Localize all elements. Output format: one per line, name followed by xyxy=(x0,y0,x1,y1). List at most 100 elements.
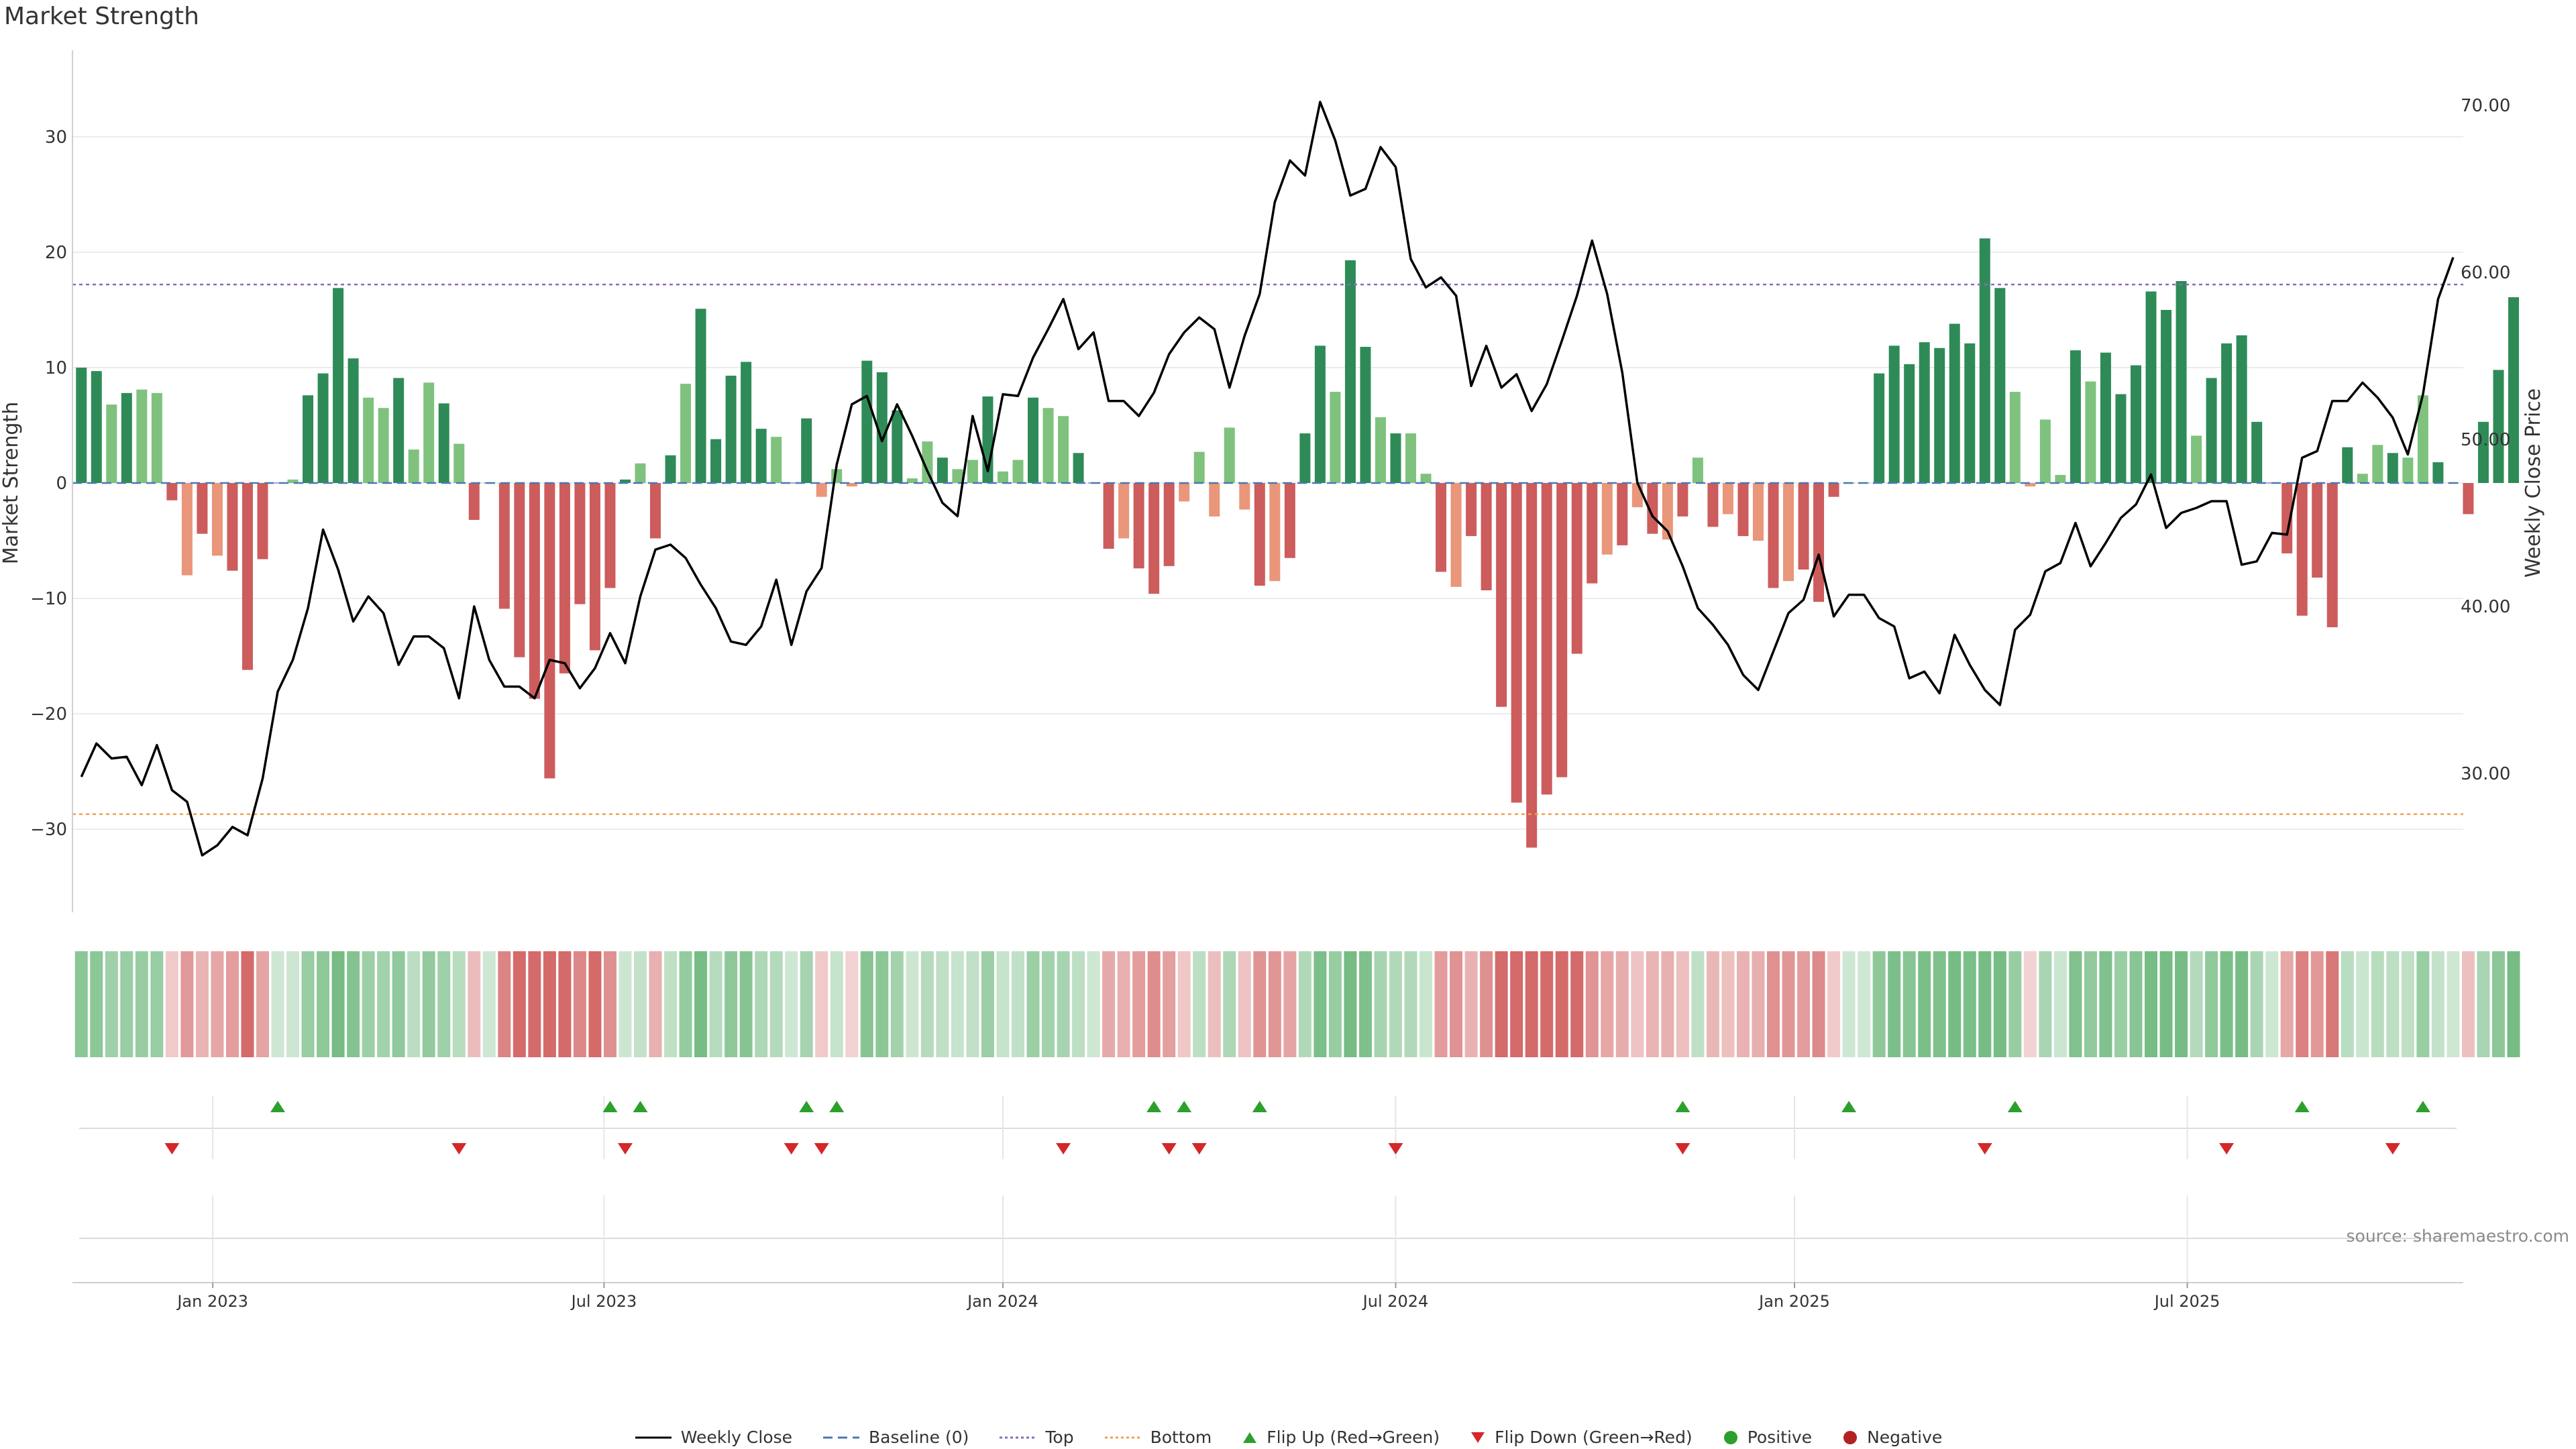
heat-cell xyxy=(2280,951,2294,1057)
dashed-line-icon xyxy=(823,1436,860,1438)
strength-bar xyxy=(2161,310,2172,483)
strength-bar xyxy=(2100,352,2111,483)
heat-cell xyxy=(1223,951,1236,1057)
heat-cell xyxy=(1283,951,1297,1057)
strength-bar xyxy=(1994,288,2006,483)
heat-cell xyxy=(1918,951,1931,1057)
heat-cell xyxy=(1464,951,1478,1057)
strength-bar xyxy=(574,483,586,604)
strength-bar xyxy=(453,443,465,483)
legend-item[interactable]: Positive xyxy=(1722,1428,1812,1447)
heat-cell xyxy=(1389,951,1402,1057)
heat-cell xyxy=(1072,951,1085,1057)
heat-cell xyxy=(679,951,692,1057)
heat-cell xyxy=(2235,951,2249,1057)
strength-bar xyxy=(1813,483,1825,602)
y-left-tick-label: −10 xyxy=(30,589,67,609)
heat-cell xyxy=(800,951,813,1057)
strength-bar xyxy=(1631,483,1643,508)
heat-cell xyxy=(2069,951,2082,1057)
circle-icon xyxy=(1843,1430,1858,1444)
strength-bar xyxy=(1148,483,1160,594)
strength-bar xyxy=(197,483,208,534)
strength-bar xyxy=(695,309,706,483)
y-right-tick-label: 60.00 xyxy=(2461,263,2510,283)
heat-cell xyxy=(1858,951,1871,1057)
strength-bar xyxy=(1179,483,1190,502)
strength-bar xyxy=(136,389,148,483)
strength-bar xyxy=(257,483,268,559)
strength-bar xyxy=(1662,483,1673,540)
flip-down-marker xyxy=(1191,1143,1207,1155)
heat-cell xyxy=(936,951,949,1057)
strength-bar xyxy=(1798,483,1809,570)
triangle-down-icon xyxy=(1471,1432,1485,1443)
heat-cell xyxy=(437,951,451,1057)
strength-bar xyxy=(2236,335,2247,483)
heat-cell xyxy=(317,951,330,1057)
heat-cell xyxy=(558,951,572,1057)
heat-cell xyxy=(1631,951,1644,1057)
heat-cell xyxy=(603,951,616,1057)
flip-down-marker xyxy=(451,1143,467,1155)
strength-bar xyxy=(514,483,525,657)
strength-bar xyxy=(363,397,374,483)
strength-bar xyxy=(1828,483,1839,497)
legend-item[interactable]: Bottom xyxy=(1104,1428,1212,1447)
strength-bar xyxy=(2145,291,2157,483)
strength-bar xyxy=(2463,483,2474,515)
legend-item[interactable]: Top xyxy=(998,1428,1074,1447)
strength-bar xyxy=(1949,323,1960,483)
strength-bar xyxy=(1224,427,1235,483)
strength-bar xyxy=(1979,238,1990,483)
heat-cell xyxy=(1132,951,1146,1057)
strength-bar xyxy=(861,360,873,483)
heat-cell xyxy=(2084,951,2097,1057)
strength-bar xyxy=(2402,458,2414,483)
legend-item[interactable]: Baseline (0) xyxy=(822,1428,969,1447)
strength-bar xyxy=(1707,483,1719,527)
strength-bar xyxy=(303,395,314,483)
heat-cell xyxy=(1480,951,1493,1057)
strength-bar xyxy=(1028,397,1039,483)
strength-bar xyxy=(2477,421,2489,483)
reference-lines xyxy=(72,283,2463,815)
heat-cell xyxy=(996,951,1010,1057)
strength-bar xyxy=(1677,483,1688,517)
strength-bar xyxy=(725,376,737,483)
legend-item[interactable]: Flip Down (Green→Red) xyxy=(1469,1428,1693,1447)
strength-bar xyxy=(906,478,918,483)
strength-bar xyxy=(347,358,359,483)
strength-bar xyxy=(2432,462,2444,483)
circle-icon xyxy=(1723,1430,1737,1444)
strength-bar xyxy=(498,483,510,609)
legend-item[interactable]: Negative xyxy=(1841,1428,1942,1447)
heat-cell xyxy=(2371,951,2384,1057)
flip-markers xyxy=(79,1096,2457,1283)
strength-bar xyxy=(1058,416,1069,483)
strength-bar xyxy=(801,418,812,483)
strength-bar xyxy=(1239,483,1250,510)
heat-cell xyxy=(1782,951,1795,1057)
legend-item[interactable]: Weekly Close xyxy=(634,1428,792,1447)
heat-cell xyxy=(1057,951,1070,1057)
strength-bar xyxy=(1436,483,1447,572)
heat-cell xyxy=(1721,951,1735,1057)
flip-down-marker xyxy=(814,1143,829,1155)
heat-cell xyxy=(588,951,602,1057)
flip-up-marker xyxy=(1841,1101,1857,1112)
flip-up-marker xyxy=(1146,1101,1162,1112)
strength-bar xyxy=(1073,453,1084,483)
x-tick-label: Jan 2024 xyxy=(966,1292,1038,1311)
heat-cell xyxy=(90,951,103,1057)
legend-item[interactable]: Flip Up (Red→Green) xyxy=(1241,1428,1440,1447)
strength-bar xyxy=(1042,408,1054,483)
strength-bar xyxy=(2387,453,2398,483)
strength-bar xyxy=(2372,445,2383,483)
strength-bar xyxy=(2130,365,2141,483)
strength-bar xyxy=(2296,483,2308,616)
heat-cell xyxy=(1706,951,1719,1057)
heat-cell xyxy=(1585,951,1599,1057)
strength-bar xyxy=(2342,447,2353,483)
